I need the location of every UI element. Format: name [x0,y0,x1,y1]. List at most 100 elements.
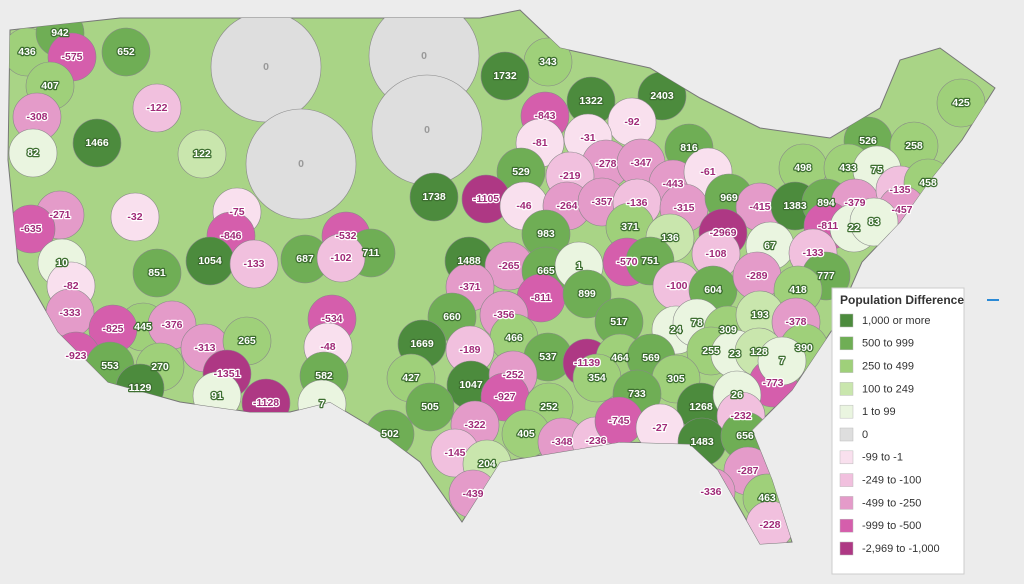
region-label: 371 [621,221,639,233]
legend-label: 1 to 99 [862,406,896,418]
region-label: -843 [534,110,555,122]
region-label: 751 [641,255,659,267]
region-label: 0 [298,158,304,170]
region-label: -745 [608,415,629,427]
region-label: 529 [512,166,530,178]
region-label: -443 [662,178,683,190]
region-label: 10 [56,257,68,269]
region-label: -313 [194,342,215,354]
region-label: -145 [444,447,465,459]
region [101,27,151,77]
region-label: -811 [818,220,839,232]
region-label: 1322 [579,95,603,107]
region-label: -811 [531,292,552,304]
region-label: -81 [532,137,547,149]
region-label: 569 [642,352,660,364]
legend-swatch [839,382,854,396]
region-label: -135 [889,184,910,196]
region-label: -100 [666,280,687,292]
region-label: -102 [330,252,351,264]
region-label: -357 [591,196,612,208]
region-label: 122 [193,148,211,160]
region-label: -219 [559,170,580,182]
region-label: -252 [502,369,523,381]
legend-swatch [839,450,854,465]
region-label: 23 [729,348,741,360]
region-label: -457 [891,204,912,216]
legend-swatch [839,541,854,556]
region-label: -61 [700,166,715,178]
region [409,172,459,222]
region-label: 75 [871,164,883,176]
region-label: -108 [705,248,726,260]
region-label: -378 [785,316,806,328]
region-label: 270 [151,361,169,373]
region-label: -347 [630,157,651,169]
region-label: -265 [498,260,519,272]
region-label: 405 [517,428,535,440]
region-label: 427 [402,372,420,384]
region-label: 24 [670,324,682,336]
region-label: -308 [26,111,47,123]
region-label: -379 [844,197,865,209]
region-label: 687 [296,253,314,265]
region-label: -27 [652,422,667,434]
region-label: 445 [134,321,152,333]
legend-swatch [839,404,854,419]
region-label: -278 [595,158,616,170]
region [229,239,279,289]
region-label: -348 [551,436,572,448]
region-label: -264 [556,200,577,212]
region-label: 969 [720,192,738,204]
region-label: -371 [459,281,480,293]
region [72,118,122,168]
region-label: -415 [749,201,770,213]
region-label: 1268 [689,401,713,413]
region [132,83,182,133]
region-label: 656 [736,430,754,442]
region-label: -136 [626,197,647,209]
region-label: -570 [616,256,637,268]
region-label: -356 [493,309,514,321]
region-label: -315 [673,202,694,214]
region-label: 22 [848,222,860,234]
region-label: 0 [263,61,269,73]
region [757,336,807,386]
region-label: 83 [868,216,880,228]
region-label: 466 [505,332,523,344]
legend-swatch [839,336,854,351]
region-label: -333 [59,307,80,319]
region [480,51,530,101]
region-label: -82 [63,280,78,292]
region-label: -575 [61,51,82,63]
region-label: 1488 [457,255,481,267]
region [8,128,58,178]
legend-swatch [839,359,854,373]
region-label: -1105 [473,193,499,205]
region-label: 0 [421,50,427,62]
region-label: 1047 [459,379,483,391]
legend-label: 100 to 249 [862,383,914,395]
region-label: 851 [148,267,166,279]
legend-swatch [839,473,854,487]
region-label: -532 [335,230,356,242]
region [849,197,899,247]
region-label: 1669 [410,338,434,350]
region-label: 498 [794,162,812,174]
legend-label: -99 to -1 [862,452,903,464]
region-label: -534 [321,313,342,325]
region-label: -336 [700,486,721,498]
region-label: -75 [229,206,244,218]
region [405,382,455,432]
region-label: 0 [424,124,430,136]
legend: Population Difference 1,000 or more 500 t… [831,287,999,575]
region [562,269,612,319]
region-label: 265 [238,335,256,347]
region-label: 78 [691,317,703,329]
legend-swatch [839,496,854,510]
region-label: 711 [363,247,380,259]
region-label: 502 [381,428,399,440]
region-label: 354 [588,372,606,384]
region-label: 652 [117,46,135,58]
